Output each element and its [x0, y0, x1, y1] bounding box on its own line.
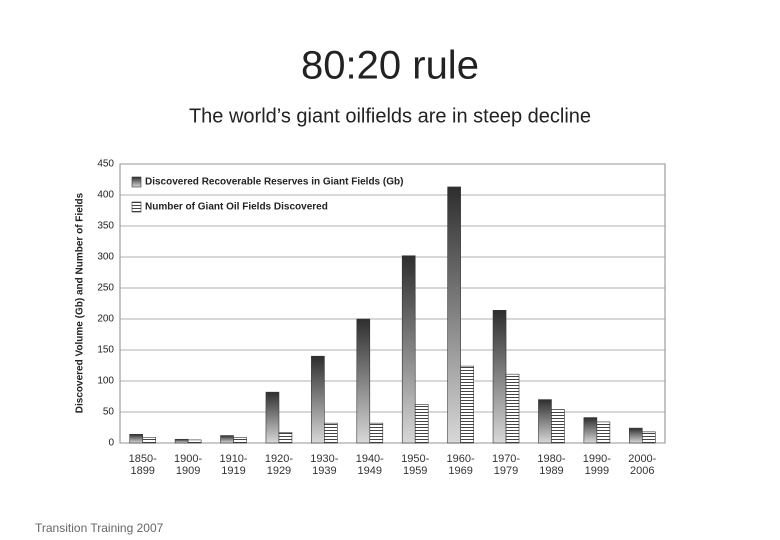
bar: [220, 435, 234, 444]
x-tick-label: 1980-1989: [537, 453, 566, 477]
bar: [324, 422, 338, 444]
bar: [142, 437, 157, 444]
y-tick-label: 0: [108, 438, 114, 449]
y-tick-label: 450: [97, 159, 114, 170]
x-tick-label: 1920-1929: [264, 453, 294, 477]
y-tick-label: 350: [97, 221, 114, 232]
bar: [492, 310, 507, 444]
bar: [414, 404, 429, 444]
y-tick-label: 250: [97, 283, 114, 294]
x-tick-label: 1960-1969: [446, 453, 475, 477]
x-tick-label: 1970-1979: [491, 453, 521, 477]
bar: [233, 437, 247, 444]
bar: [401, 255, 416, 444]
bar: [505, 373, 520, 444]
x-tick-label: 1910-1919: [219, 453, 248, 477]
bar: [265, 391, 280, 444]
y-tick-label: 100: [97, 376, 114, 387]
bar: [641, 431, 656, 444]
legend-label: Number of Giant Oil Fields Discovered: [145, 202, 328, 213]
x-tick-label: 1850-1899: [128, 453, 157, 477]
y-tick-label: 150: [97, 345, 114, 356]
bar: [460, 365, 474, 444]
bar: [278, 432, 293, 444]
bar: [129, 434, 144, 444]
bar: [628, 427, 643, 444]
legend-label: Discovered Recoverable Reserves in Giant…: [145, 177, 403, 188]
y-axis-label: Discovered Volume (Gb) and Number of Fie…: [75, 192, 86, 413]
bar: [583, 417, 598, 444]
title: 80:20 rule: [301, 44, 479, 88]
bar: [596, 421, 611, 444]
legend-swatch: [131, 176, 142, 188]
bar: [551, 409, 565, 444]
footer: Transition Training 2007: [35, 521, 164, 535]
x-tick-label: 1900-1909: [174, 453, 203, 477]
x-tick-label: 1940-1949: [355, 453, 384, 477]
x-tick-label: 2000-2006: [628, 453, 657, 477]
x-tick-label: 1930-1939: [310, 453, 339, 477]
bar: [174, 438, 189, 444]
bar: [187, 439, 202, 444]
y-tick-label: 400: [97, 190, 114, 201]
bar: [538, 399, 552, 444]
bar: [356, 318, 371, 444]
legend-swatch: [131, 201, 142, 213]
y-tick-label: 50: [103, 407, 115, 418]
x-tick-label: 1950-1959: [401, 453, 430, 477]
y-tick-label: 200: [97, 314, 114, 325]
y-tick-label: 300: [97, 252, 114, 263]
x-tick-label: 1990-1999: [582, 453, 611, 477]
bar: [369, 422, 384, 444]
subtitle: The world’s giant oilfields are in steep…: [189, 105, 591, 127]
bar: [311, 355, 325, 444]
bar: [447, 186, 461, 444]
plot-area: [119, 163, 666, 444]
